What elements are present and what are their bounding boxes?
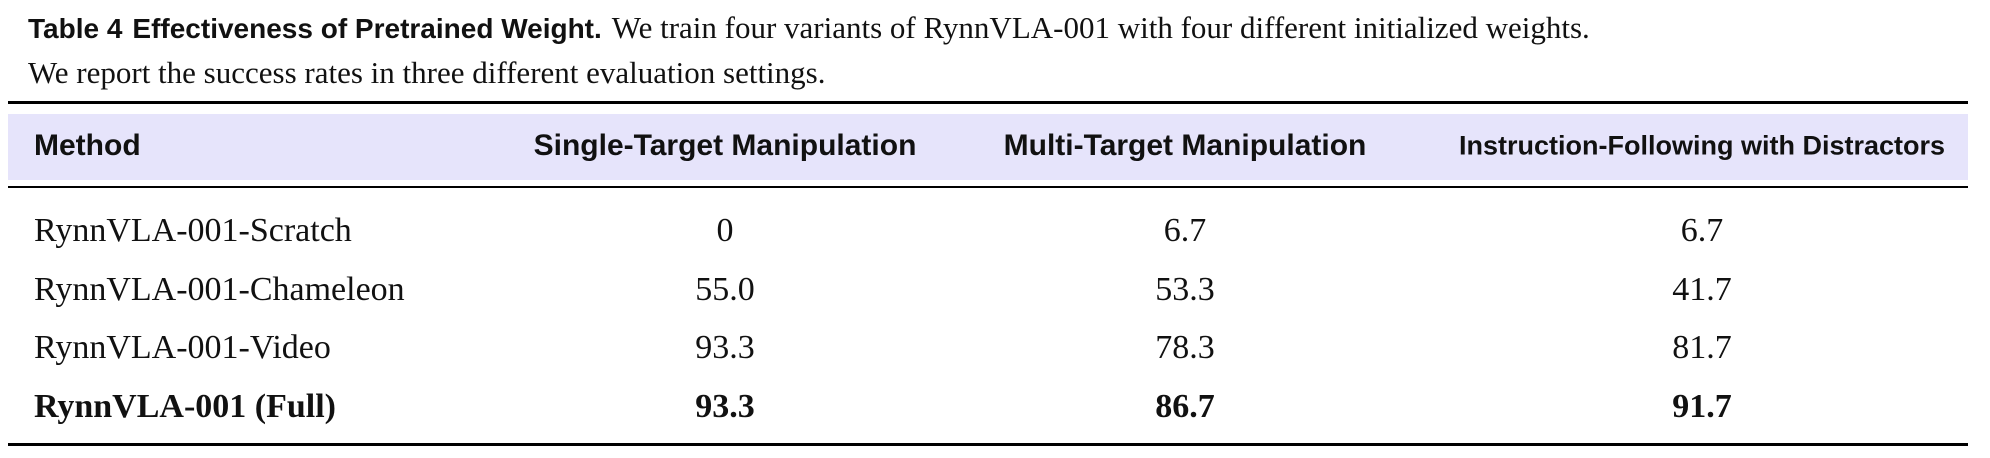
caption-text: We report the success rates in three dif… (28, 55, 826, 90)
value-cell: 91.7 (1672, 388, 1732, 425)
header-cell: Multi-Target Manipulation (1003, 129, 1367, 162)
value-cell: 6.7 (1163, 212, 1207, 249)
value-cell: 93.3 (695, 388, 755, 425)
value-cell: 6.7 (1680, 212, 1724, 249)
header-cell: Single-Target Manipulation (533, 129, 917, 162)
header-band (8, 114, 1968, 180)
header-cell: Method (34, 129, 141, 162)
header-cell: Instruction-Following with Distractors (1459, 130, 1945, 161)
caption-line: Table 4 Effectiveness of Pretrained Weigh… (28, 6, 1978, 51)
caption-label: Table 4 (28, 13, 123, 44)
method-cell: RynnVLA-001-Video (34, 329, 331, 366)
top-rule (8, 101, 1968, 104)
value-cell: 93.3 (695, 329, 755, 366)
caption-title: Effectiveness of Pretrained Weight. (132, 13, 602, 44)
value-cell: 41.7 (1672, 271, 1732, 308)
value-cell: 81.7 (1672, 329, 1732, 366)
method-cell: RynnVLA-001 (Full) (34, 388, 336, 425)
mid-rule (8, 186, 1968, 188)
value-cell: 86.7 (1155, 388, 1215, 425)
value-cell: 78.3 (1155, 329, 1215, 366)
caption: Table 4 Effectiveness of Pretrained Weigh… (28, 6, 1978, 95)
method-cell: RynnVLA-001-Chameleon (34, 271, 405, 308)
method-cell: RynnVLA-001-Scratch (34, 212, 352, 249)
value-cell: 55.0 (695, 271, 755, 308)
value-cell: 0 (716, 212, 734, 249)
value-cell: 53.3 (1155, 271, 1215, 308)
bottom-rule (8, 443, 1968, 446)
caption-text: We train four variants of RynnVLA-001 wi… (611, 10, 1590, 45)
